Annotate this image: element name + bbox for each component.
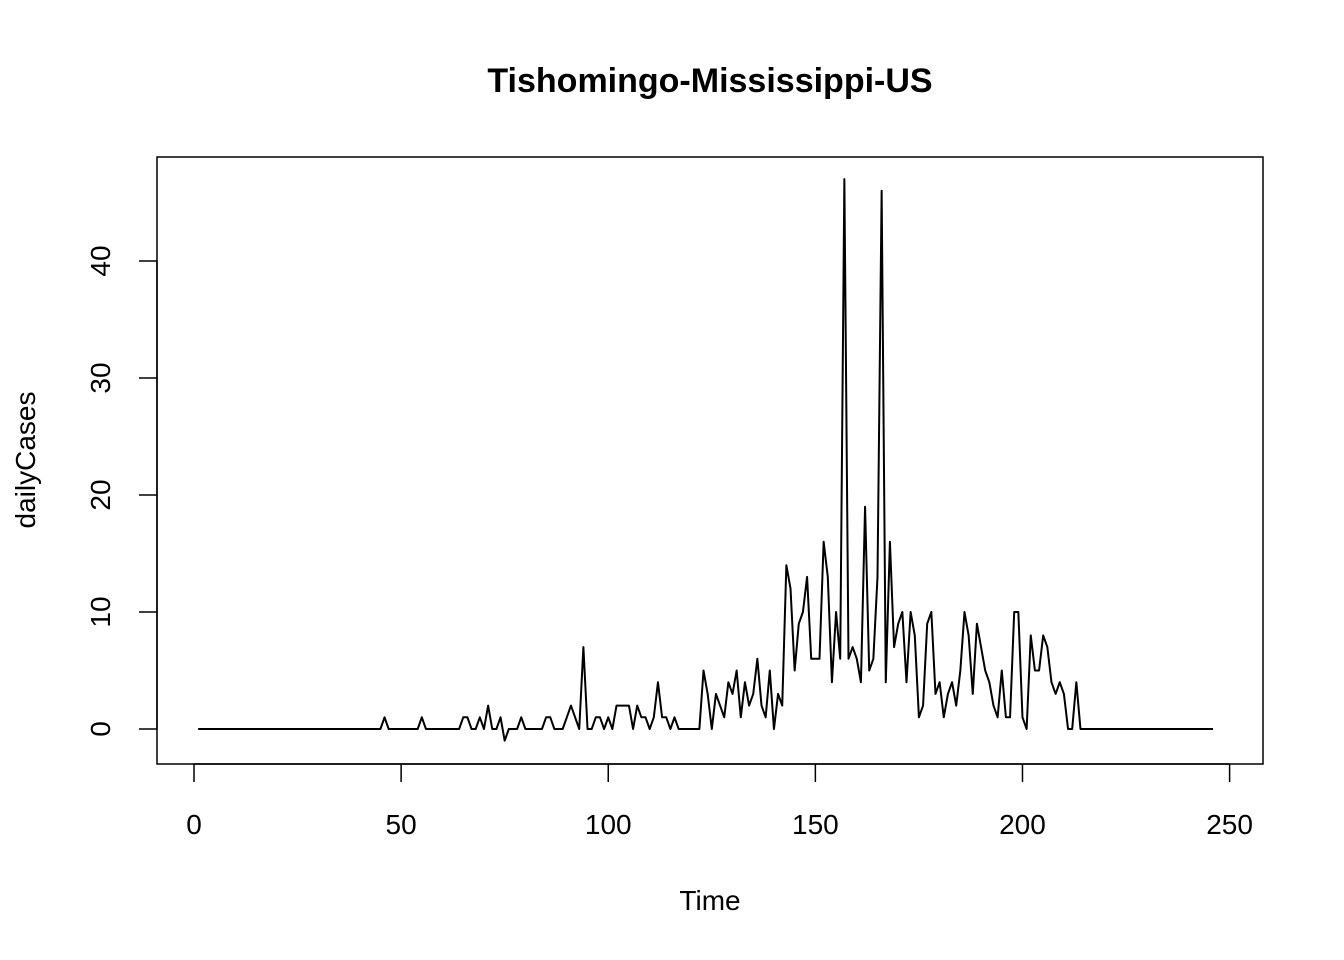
y-tick-label: 20	[85, 479, 116, 510]
x-tick-label: 0	[186, 809, 202, 840]
y-tick-label: 40	[85, 245, 116, 276]
y-axis-label: dailyCases	[10, 392, 41, 529]
x-tick-label: 50	[386, 809, 417, 840]
x-tick-label: 250	[1206, 809, 1253, 840]
chart-title: Tishomingo-Mississippi-US	[487, 62, 932, 100]
x-axis-label: Time	[679, 885, 740, 916]
x-axis: 0 50 100 150 200 250	[186, 763, 1253, 840]
plot-frame	[156, 156, 1264, 765]
y-tick-label: 10	[85, 596, 116, 627]
y-axis: 0 10 20 30 40	[85, 245, 158, 737]
x-tick-label: 100	[585, 809, 632, 840]
y-tick-label: 0	[85, 721, 116, 737]
x-tick-label: 200	[999, 809, 1046, 840]
x-tick-label: 150	[792, 809, 839, 840]
daily-cases-line	[198, 178, 1214, 742]
y-tick-label: 30	[85, 362, 116, 393]
